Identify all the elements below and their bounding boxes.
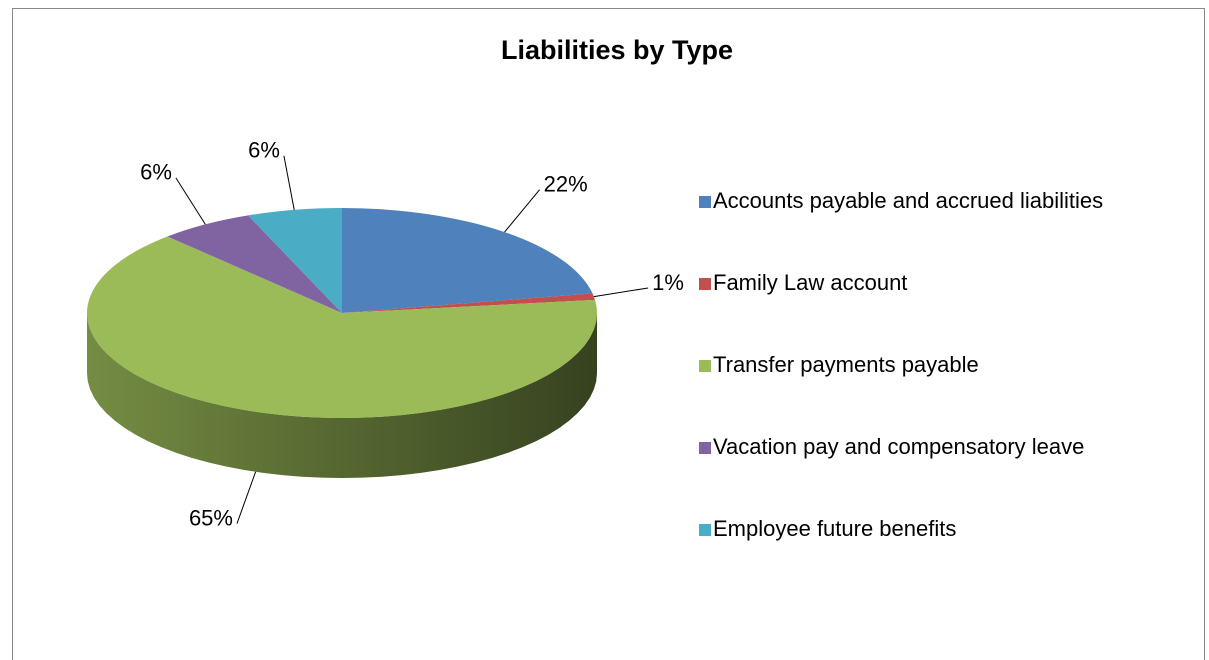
legend-label: Vacation pay and compensatory leave: [713, 434, 1084, 459]
legend-swatch: [699, 360, 711, 372]
chart-title: Liabilities by Type: [501, 35, 733, 65]
legend-label: Transfer payments payable: [713, 352, 979, 377]
pie-slice: [248, 208, 342, 313]
legend-swatch: [699, 442, 711, 454]
data-label: 1%: [652, 270, 684, 295]
data-label: 65%: [189, 505, 233, 530]
legend-label: Accounts payable and accrued liabilities: [713, 188, 1103, 213]
pie-slice-shade: [87, 313, 597, 478]
pie-slice: [86, 236, 597, 419]
leader-line: [175, 177, 206, 225]
leader-line: [236, 471, 257, 524]
pie-slice: [342, 293, 595, 313]
legend-label: Family Law account: [713, 270, 907, 295]
pie-slice: [342, 208, 593, 313]
pie-slice: [167, 215, 342, 313]
legend-swatch: [699, 196, 711, 208]
legend-swatch: [699, 278, 711, 290]
data-label: 6%: [248, 138, 280, 163]
legend-swatch: [699, 524, 711, 536]
leader-line: [283, 155, 295, 210]
legend-label: Employee future benefits: [713, 516, 956, 541]
leader-line: [593, 287, 649, 298]
data-label: 22%: [544, 172, 588, 197]
data-label: 6%: [140, 160, 172, 185]
leader-line: [504, 189, 540, 233]
